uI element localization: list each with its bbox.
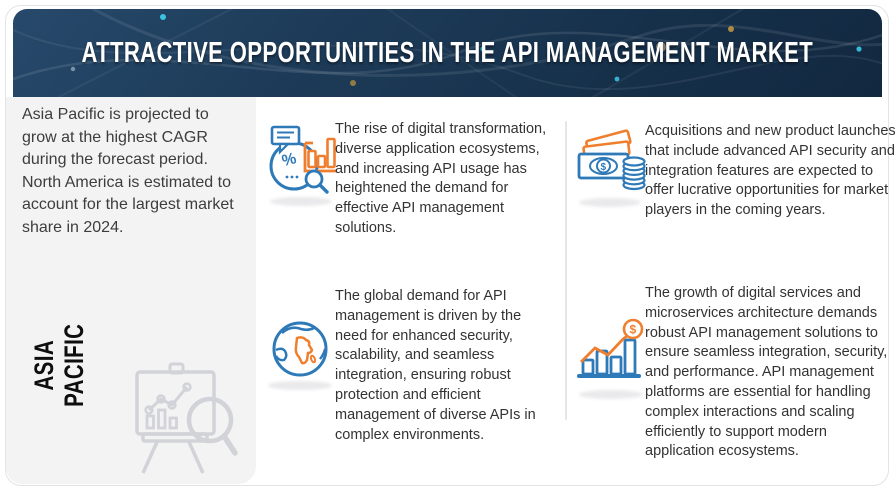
opportunity-text-4: The growth of digital services and micro… [645, 285, 888, 460]
icon-shadow [270, 197, 332, 206]
region-name-line1: ASIA [29, 339, 59, 391]
growth-bar-chart-dollar-icon: $ [575, 318, 647, 393]
column-divider [565, 121, 567, 420]
opportunity-text-2: The global demand for API management is … [335, 288, 536, 443]
region-summary: Asia Pacific is projected to grow at the… [22, 106, 234, 236]
region-panel: Asia Pacific is projected to grow at the… [6, 97, 256, 484]
svg-text:$: $ [630, 323, 637, 337]
presentation-board-magnifier-icon [126, 360, 244, 485]
icon-shadow [579, 390, 643, 399]
opportunity-text-1: The rise of digital transformation, dive… [335, 121, 547, 236]
icon-shadow [579, 198, 641, 207]
header-banner: ATTRACTIVE OPPORTUNITIES IN THE API MANA… [13, 9, 882, 97]
page-title: ATTRACTIVE OPPORTUNITIES IN THE API MANA… [81, 36, 814, 69]
region-name-line2: PACIFIC [59, 323, 89, 407]
svg-text:$: $ [601, 162, 607, 173]
icon-shadow [268, 381, 332, 390]
region-label: ASIA PACIFIC [0, 280, 129, 450]
money-coins-icon: $ [577, 127, 647, 198]
opportunity-text-3: Acquisitions and new product launches th… [645, 123, 895, 219]
network-pattern-icon [13, 9, 882, 97]
svg-text:%: % [280, 150, 298, 170]
pie-chart-report-magnifier-icon: % [267, 122, 339, 201]
globe-icon [270, 319, 330, 384]
